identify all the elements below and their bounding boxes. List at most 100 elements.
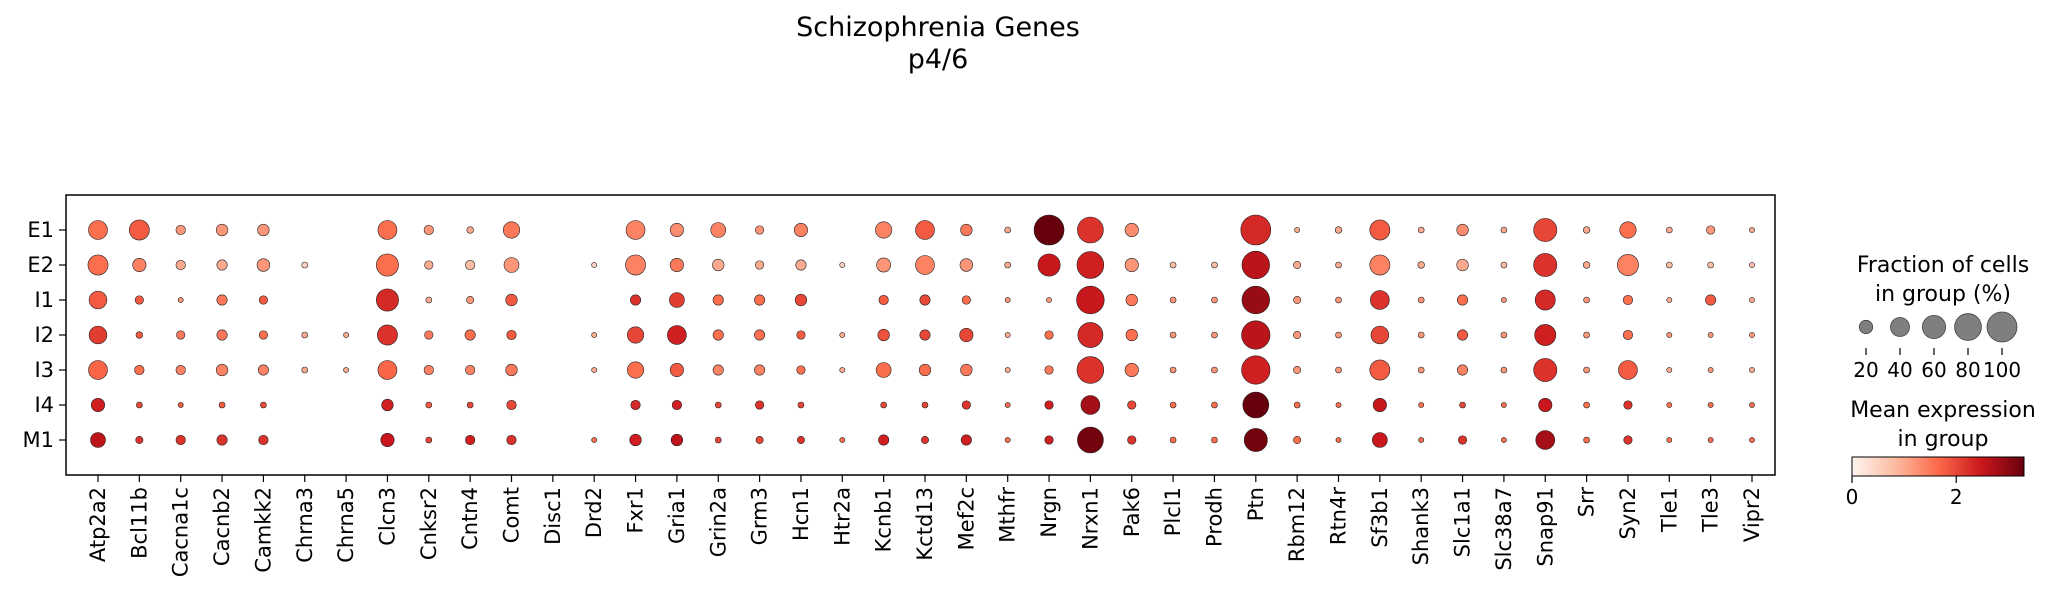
dot-e1-grm3	[755, 225, 765, 235]
dot-i1-nrxn1	[1076, 285, 1105, 315]
gene-label-vipr2: Vipr2	[1740, 487, 1764, 542]
dot-i1-grm3	[754, 294, 766, 306]
gene-label-slc38a7: Slc38a7	[1492, 487, 1516, 571]
dot-m1-grm3	[755, 436, 764, 444]
dot-e2-shank3	[1417, 261, 1425, 269]
dot-i3-rbm12	[1293, 366, 1302, 374]
dot-i4-grm3	[755, 400, 765, 410]
dot-e1-srr	[1582, 226, 1591, 234]
dot-m1-rtn4r	[1335, 437, 1342, 443]
dot-m1-clcn3	[380, 432, 395, 448]
dot-i2-slc1a1	[1457, 329, 1469, 341]
dot-i3-clcn3	[377, 360, 398, 380]
dot-e1-tle3	[1706, 225, 1716, 235]
gene-label-hcn1: Hcn1	[789, 487, 813, 541]
size-legend-dot	[1890, 317, 1910, 337]
dot-e2-syn2	[1617, 254, 1639, 276]
dot-i2-kctd13	[919, 329, 931, 341]
dot-i1-cacnb2	[216, 294, 228, 306]
dot-e1-grin2a	[710, 222, 727, 238]
dot-e2-grin2a	[712, 258, 725, 272]
dot-m1-kctd13	[921, 436, 929, 444]
dot-i2-plcl1	[1169, 331, 1177, 339]
dot-i2-slc38a7	[1500, 331, 1508, 339]
dot-i2-mthfr	[1004, 332, 1011, 338]
dot-e2-prodh	[1211, 261, 1218, 269]
dot-i3-rtn4r	[1335, 366, 1342, 374]
dot-i1-nrgn	[1046, 297, 1052, 303]
dot-i3-grm3	[754, 364, 766, 376]
dot-i3-ptn	[1241, 355, 1271, 385]
dot-m1-mthfr	[1004, 437, 1011, 443]
size-legend-label: 40	[1887, 358, 1912, 382]
gene-label-gria1: Gria1	[665, 487, 689, 544]
dot-i1-prodh	[1211, 296, 1218, 304]
gene-label-cacna1c: Cacna1c	[169, 487, 193, 577]
dot-i4-fxr1	[630, 399, 641, 411]
dot-e2-cnksr2	[424, 260, 434, 270]
dot-e1-rbm12	[1294, 227, 1301, 233]
dot-e2-snap91	[1533, 253, 1558, 277]
dot-e1-shank3	[1417, 226, 1425, 234]
size-legend-label: 20	[1853, 358, 1878, 382]
dot-m1-cacna1c	[175, 434, 186, 446]
dot-i1-rtn4r	[1335, 296, 1342, 304]
gene-label-chrna3: Chrna3	[293, 487, 317, 563]
dot-i1-sf3b1	[1370, 290, 1390, 310]
dot-i1-slc1a1	[1457, 294, 1469, 306]
dot-i2-fxr1	[627, 326, 645, 344]
dot-m1-mef2c	[960, 434, 972, 446]
dot-i4-snap91	[1538, 397, 1553, 413]
gene-label-ptn: Ptn	[1244, 487, 1268, 521]
dot-i2-shank3	[1417, 331, 1425, 339]
dot-e1-slc38a7	[1500, 226, 1508, 234]
gene-label-kcnb1: Kcnb1	[872, 487, 896, 552]
dot-i2-chrna5	[343, 332, 349, 338]
dot-i2-hcn1	[796, 330, 806, 340]
gene-label-mef2c: Mef2c	[954, 487, 978, 550]
dot-i2-cacna1c	[176, 330, 186, 340]
dots-layer	[87, 214, 1755, 454]
dot-m1-plcl1	[1169, 436, 1177, 444]
dot-e1-cacna1c	[175, 224, 186, 236]
size-legend-dot	[1954, 313, 1982, 341]
dot-e2-nrxn1	[1076, 251, 1105, 279]
gene-label-plcl1: Plcl1	[1161, 487, 1185, 536]
dot-i2-drd2	[591, 332, 598, 338]
dot-i4-vipr2	[1749, 402, 1755, 408]
gene-label-kctd13: Kctd13	[913, 487, 937, 561]
dot-m1-nrgn	[1044, 435, 1054, 445]
dot-i3-htr2a	[839, 367, 846, 373]
dot-i4-srr	[1583, 401, 1590, 409]
dot-m1-pak6	[1127, 435, 1137, 445]
dot-i4-ptn	[1242, 391, 1270, 419]
dot-i2-cnksr2	[424, 330, 434, 340]
dot-e2-slc38a7	[1500, 261, 1508, 269]
dot-e1-cntn4	[466, 226, 474, 234]
dot-e1-nrgn	[1033, 214, 1065, 246]
dot-i4-plcl1	[1169, 401, 1177, 409]
dot-i3-cacna1c	[175, 364, 186, 376]
dot-i1-rbm12	[1293, 296, 1302, 304]
dot-e1-mef2c	[960, 223, 973, 237]
color-legend-title-line1: Mean expression	[1850, 398, 2036, 423]
dot-e2-tle3	[1707, 261, 1714, 269]
dot-i3-kctd13	[918, 363, 932, 377]
size-legend-label: 100	[1983, 358, 2021, 382]
dot-i1-atp2a2	[88, 290, 108, 310]
color-legend-title-line2: in group	[1898, 427, 1989, 452]
gene-label-drd2: Drd2	[582, 487, 606, 538]
gene-label-prodh: Prodh	[1202, 487, 1226, 547]
dot-i4-hcn1	[797, 401, 805, 409]
dot-i1-slc38a7	[1501, 297, 1507, 303]
gene-label-rtn4r: Rtn4r	[1327, 487, 1351, 545]
group-label-i2: I2	[34, 323, 54, 347]
dot-i4-camkk2	[260, 401, 267, 409]
dot-m1-slc38a7	[1501, 437, 1507, 443]
dot-i3-atp2a2	[88, 360, 108, 380]
gene-label-atp2a2: Atp2a2	[86, 487, 110, 562]
group-label-i3: I3	[34, 358, 54, 382]
dot-i3-fxr1	[627, 361, 645, 379]
gene-label-cntn4: Cntn4	[458, 487, 482, 550]
